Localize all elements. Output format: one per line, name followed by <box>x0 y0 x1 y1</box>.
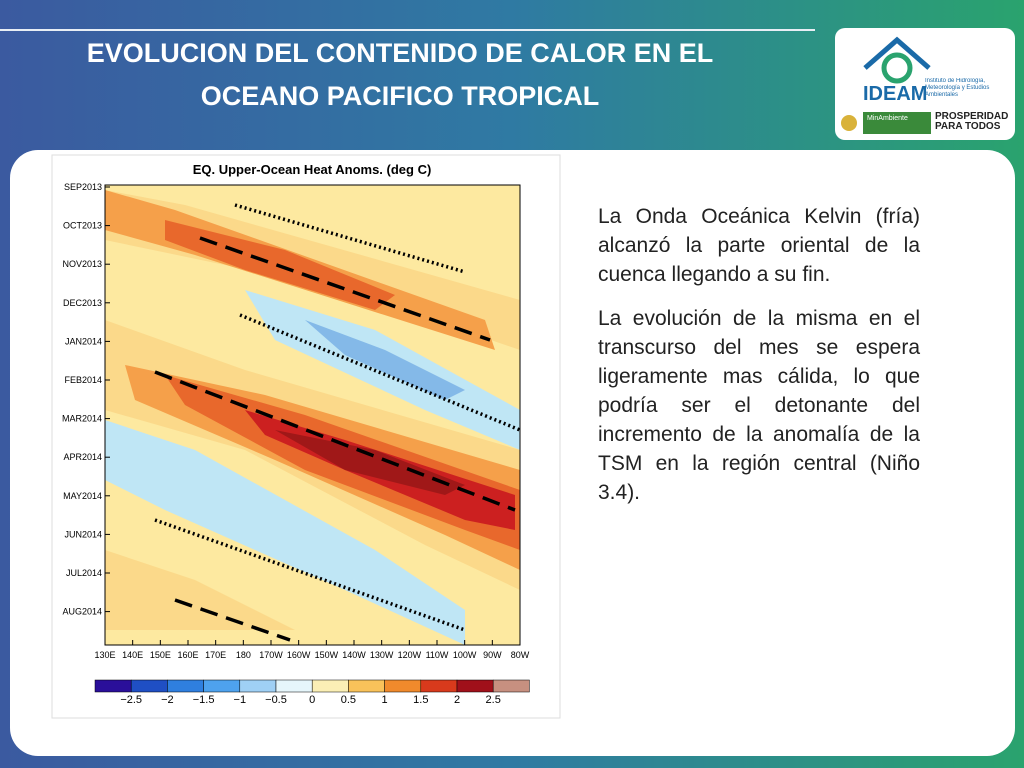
x-axis-label: 180 <box>236 650 251 660</box>
colorbar-label: −2 <box>161 694 174 706</box>
colorbar-cell <box>420 679 458 693</box>
y-axis-label: DEC2013 <box>63 298 102 308</box>
dashed-track <box>174 598 291 642</box>
x-axis-label: 130E <box>94 650 115 660</box>
colorbar-label: 0 <box>309 694 315 706</box>
logo-partner: PROSPERIDAD PARA TODOS <box>935 112 1009 132</box>
heatmap <box>105 185 520 645</box>
logo-ministry-box <box>863 112 931 134</box>
y-axis-label: FEB2014 <box>64 375 102 385</box>
colorbar-cell <box>239 679 277 693</box>
figure-title: EQ. Upper-Ocean Heat Anoms. (deg C) <box>193 162 432 177</box>
x-axis-label: 120W <box>398 650 422 660</box>
logo-institute: Instituto de Hidrología, Meteorología y … <box>925 78 990 98</box>
figure: EQ. Upper-Ocean Heat Anoms. (deg C) SEP2… <box>51 154 561 719</box>
heat-warm-8 <box>275 430 465 495</box>
colorbar-cell <box>130 679 168 693</box>
logo-roof <box>863 36 931 70</box>
body-text: La Onda Oceánica Kelvin (fría) alcanzó l… <box>598 202 920 522</box>
colorbar-label: −2.5 <box>120 694 142 706</box>
y-axis-label: JUL2014 <box>66 568 102 578</box>
colorbar-label: −1 <box>234 694 247 706</box>
colorbar-cell <box>203 679 241 693</box>
logo-ministry: MinAmbiente <box>867 115 908 122</box>
x-axis-label: 160W <box>287 650 311 660</box>
heat-cool-3 <box>105 420 465 645</box>
x-axis-label: 110W <box>426 650 449 660</box>
x-axis-label: 170E <box>205 650 226 660</box>
y-axis-label: NOV2013 <box>62 259 102 269</box>
y-axis-label: AUG2014 <box>62 607 102 617</box>
y-axis-label: JAN2014 <box>65 336 102 346</box>
logo-shield <box>841 115 857 131</box>
x-axis-label: 140W <box>342 650 366 660</box>
x-axis-label: 160E <box>177 650 198 660</box>
colorbar-cell <box>492 679 530 693</box>
colorbar-cell <box>384 679 422 693</box>
x-axis-label: 140E <box>122 650 143 660</box>
colorbar-label: 2.5 <box>486 694 501 706</box>
colorbar-cell <box>311 679 349 693</box>
dotted-track <box>239 313 520 432</box>
logo-box: IDEAM Instituto de Hidrología, Meteorolo… <box>835 28 1015 140</box>
paragraph: La evolución de la misma en el transcurs… <box>598 307 920 504</box>
logo-swirl <box>881 52 913 84</box>
header-rule <box>0 29 815 31</box>
logo-art: IDEAM Instituto de Hidrología, Meteorolo… <box>841 36 1009 134</box>
x-axis-label: 150E <box>150 650 171 660</box>
y-axis-label: MAY2014 <box>63 491 102 501</box>
x-axis-label: 90W <box>483 650 502 660</box>
logo-institute-box: Instituto de Hidrología, Meteorología y … <box>925 78 990 98</box>
x-axis-label: 80W <box>511 650 530 660</box>
y-axis-label: JUN2014 <box>64 529 102 539</box>
colorbar-label: −1.5 <box>193 694 215 706</box>
colorbar-cell <box>348 679 385 693</box>
colorbar-cell <box>94 679 132 693</box>
x-axis-label: 130W <box>370 650 394 660</box>
colorbar-cell <box>456 679 494 693</box>
slide-title: EVOLUCION DEL CONTENIDO DE CALOR EN EL O… <box>86 38 714 111</box>
dashed-track <box>199 236 491 342</box>
y-axis-label: MAR2014 <box>62 414 102 424</box>
colorbar-cell <box>167 679 204 693</box>
dashed-track <box>154 370 516 512</box>
logo-partner-box: PROSPERIDAD PARA TODOS <box>935 112 1009 132</box>
plot-frame <box>104 184 521 646</box>
colorbar-label: 2 <box>454 694 460 706</box>
colorbar-label: 1 <box>382 694 388 706</box>
y-axis-label: OCT2013 <box>63 221 102 231</box>
colorbar-cell <box>275 679 313 693</box>
x-axis-label: 150W <box>315 650 339 660</box>
colorbar-label: 0.5 <box>341 694 356 706</box>
heat-cool-2 <box>305 320 465 400</box>
paragraph: La Onda Oceánica Kelvin (fría) alcanzó l… <box>598 205 920 286</box>
logo-name: IDEAM <box>863 83 927 105</box>
y-axis-label: APR2014 <box>63 452 102 462</box>
heat-warm-9 <box>105 550 295 630</box>
x-axis-label: 100W <box>453 650 477 660</box>
colorbar-label: −0.5 <box>265 694 287 706</box>
y-axis-label: SEP2013 <box>64 182 102 192</box>
colorbar-label: 1.5 <box>413 694 428 706</box>
x-axis-label: 170W <box>259 650 283 660</box>
